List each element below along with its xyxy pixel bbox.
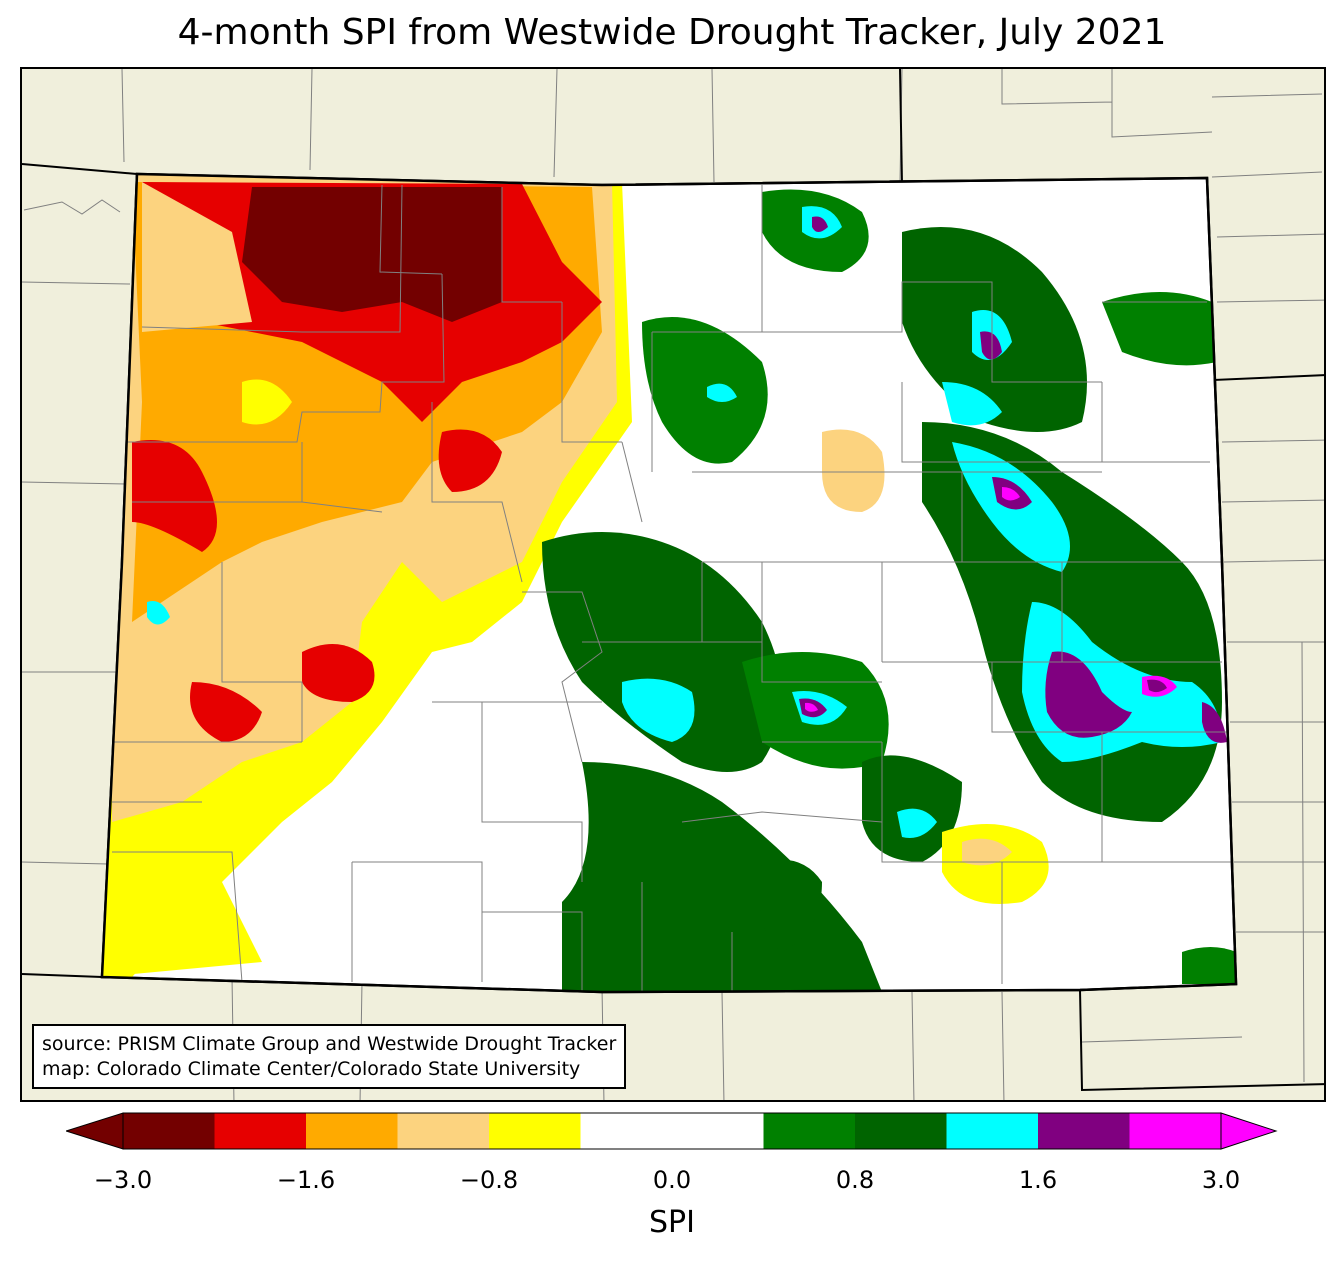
colorbar-bin: [397, 1113, 490, 1149]
colorbar-label: SPI: [649, 1205, 695, 1240]
colorbar-tick: −3.0: [93, 1166, 153, 1194]
source-line: source: PRISM Climate Group and Westwide…: [42, 1033, 617, 1055]
spi-map: [22, 69, 1324, 1100]
map-title: 4-month SPI from Westwide Drought Tracke…: [177, 12, 1167, 53]
colorbar-bin: [214, 1113, 307, 1149]
colorbar-bin: [855, 1113, 947, 1149]
colorbar-tick: 0.0: [652, 1166, 692, 1194]
colorbar-bin: [1038, 1113, 1130, 1149]
colorbar-extend-low: [66, 1112, 124, 1150]
colorbar-bin: [489, 1113, 581, 1149]
colorbar-extend-high: [1220, 1112, 1278, 1150]
colorbar: [66, 1112, 1278, 1150]
colorbar-tick: 0.8: [835, 1166, 875, 1194]
colorbar-tick: 3.0: [1201, 1166, 1241, 1194]
colorbar-tick: −0.8: [459, 1166, 519, 1194]
colorbar-bin: [946, 1113, 1039, 1149]
colorbar-bin: [306, 1113, 398, 1149]
source-note: source: PRISM Climate Group and Westwide…: [32, 1024, 627, 1089]
colorbar-tick: −1.6: [276, 1166, 336, 1194]
colorbar-bin: [763, 1113, 856, 1149]
map-credit-line: map: Colorado Climate Center/Colorado St…: [42, 1058, 581, 1080]
colorbar-bin: [1129, 1113, 1222, 1149]
colorbar-bin: [580, 1113, 673, 1149]
colorbar-bin: [123, 1113, 215, 1149]
colorbar-bin: [672, 1113, 764, 1149]
map-frame: source: PRISM Climate Group and Westwide…: [20, 67, 1326, 1102]
colorbar-outline: [122, 1112, 1222, 1150]
colorbar-tick: 1.6: [1018, 1166, 1058, 1194]
